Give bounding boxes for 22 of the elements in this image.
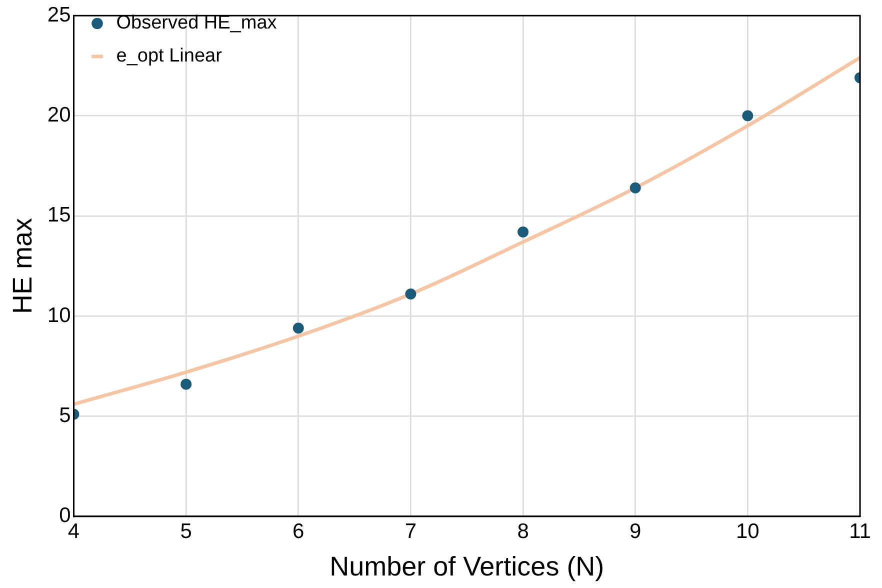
legend-label: Observed HE_max <box>116 12 278 34</box>
x-tick-label: 8 <box>517 520 529 543</box>
legend-label: e_opt Linear <box>116 46 223 67</box>
point <box>292 322 304 334</box>
x-tick-label: 5 <box>180 520 192 543</box>
point <box>630 182 641 194</box>
y-tick-label: 25 <box>47 3 71 26</box>
point <box>742 110 754 122</box>
y-axis-title: HE max <box>8 218 38 314</box>
x-axis-title: Number of Vertices (N) <box>330 551 604 582</box>
point <box>180 378 192 390</box>
point <box>518 226 529 238</box>
x-tick-label: 6 <box>292 520 304 543</box>
y-tick-label: 5 <box>59 404 71 428</box>
y-tick-label: 15 <box>47 204 71 227</box>
x-tick-label: 7 <box>404 520 417 543</box>
y-tick-label: 20 <box>47 104 71 127</box>
x-tick-label: 9 <box>630 520 642 543</box>
y-tick-label: 10 <box>47 304 71 327</box>
x-tick-label: 10 <box>736 520 760 543</box>
point <box>405 288 416 300</box>
x-tick-label: 11 <box>849 520 871 543</box>
